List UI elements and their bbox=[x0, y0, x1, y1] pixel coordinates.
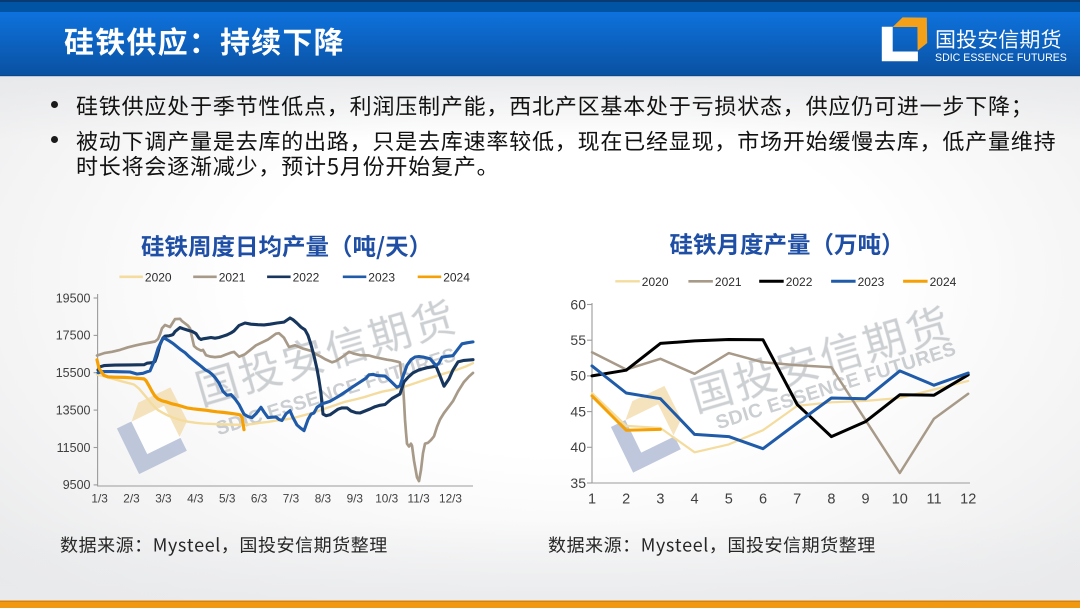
svg-text:2022: 2022 bbox=[786, 275, 813, 289]
svg-text:3: 3 bbox=[656, 492, 664, 508]
svg-text:1: 1 bbox=[588, 492, 596, 508]
svg-text:2024: 2024 bbox=[930, 275, 957, 289]
svg-text:6/3: 6/3 bbox=[251, 492, 268, 506]
svg-text:2020: 2020 bbox=[145, 270, 172, 284]
svg-text:2/3: 2/3 bbox=[123, 492, 140, 506]
svg-text:7/3: 7/3 bbox=[283, 492, 300, 506]
svg-text:13500: 13500 bbox=[56, 403, 91, 417]
svg-text:35: 35 bbox=[570, 475, 586, 491]
svg-text:60: 60 bbox=[570, 296, 586, 312]
svg-text:40: 40 bbox=[570, 439, 586, 455]
svg-text:50: 50 bbox=[570, 368, 586, 384]
svg-text:2022: 2022 bbox=[293, 270, 320, 284]
svg-text:2023: 2023 bbox=[858, 275, 885, 289]
svg-text:3/3: 3/3 bbox=[155, 492, 172, 506]
svg-text:9500: 9500 bbox=[63, 478, 91, 492]
svg-text:15500: 15500 bbox=[56, 366, 91, 380]
svg-text:8: 8 bbox=[827, 492, 835, 508]
svg-text:7: 7 bbox=[793, 492, 801, 508]
svg-text:5: 5 bbox=[725, 492, 733, 508]
svg-text:11500: 11500 bbox=[57, 441, 91, 455]
svg-text:1/3: 1/3 bbox=[91, 492, 108, 506]
svg-text:17500: 17500 bbox=[56, 329, 91, 343]
svg-text:9: 9 bbox=[862, 492, 870, 508]
svg-text:11/3: 11/3 bbox=[408, 492, 431, 506]
svg-text:55: 55 bbox=[570, 332, 586, 348]
svg-text:19500: 19500 bbox=[56, 291, 91, 305]
svg-text:10: 10 bbox=[892, 492, 908, 508]
svg-text:2021: 2021 bbox=[219, 270, 246, 284]
svg-text:SDIC ESSENCE FUTURES: SDIC ESSENCE FUTURES bbox=[935, 52, 1067, 64]
svg-text:12/3: 12/3 bbox=[439, 492, 462, 506]
svg-text:11: 11 bbox=[926, 492, 941, 508]
svg-text:8/3: 8/3 bbox=[315, 492, 332, 506]
svg-text:2020: 2020 bbox=[642, 275, 669, 289]
svg-text:4: 4 bbox=[691, 492, 699, 508]
svg-text:6: 6 bbox=[759, 492, 767, 508]
svg-text:5/3: 5/3 bbox=[219, 492, 236, 506]
svg-text:2021: 2021 bbox=[715, 275, 742, 289]
svg-text:4/3: 4/3 bbox=[187, 492, 204, 506]
svg-text:9/3: 9/3 bbox=[347, 492, 364, 506]
svg-text:45: 45 bbox=[570, 403, 586, 419]
svg-text:2023: 2023 bbox=[368, 270, 395, 284]
svg-text:2: 2 bbox=[622, 492, 630, 508]
svg-text:2024: 2024 bbox=[443, 270, 470, 284]
svg-text:12: 12 bbox=[960, 492, 976, 508]
svg-text:10/3: 10/3 bbox=[375, 492, 398, 506]
